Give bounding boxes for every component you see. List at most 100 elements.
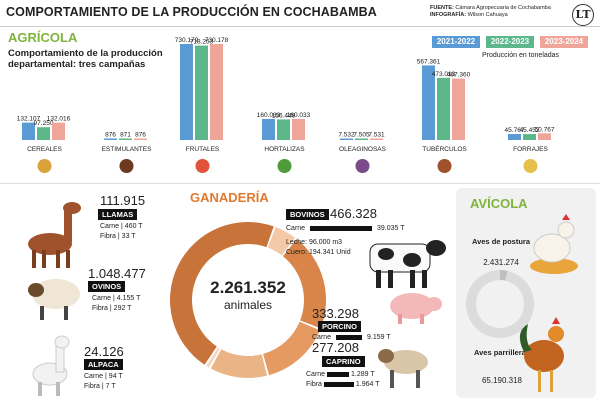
porcino-value: 333.298	[312, 306, 359, 321]
bar-estimulantes-2022-2023	[119, 138, 132, 140]
bar-estimulantes-2021-2022	[104, 138, 117, 140]
bar-label-oleaginosas-2022-2023: 7.505	[353, 132, 370, 139]
bar-label-frutales-2023-2024: 730.178	[205, 37, 229, 44]
source-credit: FUENTE: Cámara Agropecuaria de Cochabamb…	[430, 5, 560, 19]
bovinos-v1: 39.035 T	[376, 225, 405, 232]
porcino-l1: Carne	[312, 334, 332, 341]
bar-oleaginosas-2021-2022	[340, 138, 353, 140]
porcino-v1: 9.159 T	[366, 334, 391, 341]
hen-icon	[530, 214, 578, 274]
bar-forrajes-2021-2022	[508, 133, 521, 140]
pig-icon	[390, 293, 442, 324]
slice-porcino	[263, 321, 320, 376]
category-label-hortalizas: HORTALIZAS	[264, 146, 305, 153]
bar-label-frutales-2022-2023: 718.253	[190, 39, 214, 46]
parrilleras-value: 65.190.318	[481, 376, 523, 385]
category-label-oleaginosas: OLEAGINOSAS	[339, 146, 387, 153]
bovinos-v3: 194.341 Unid	[308, 249, 351, 256]
ovinos-l2: Fibra	[92, 305, 108, 312]
bar-frutales-2022-2023	[195, 45, 208, 141]
bar-label-oleaginosas-2021-2022: 7.532	[338, 132, 355, 139]
source-value: Cámara Agropecuaria de Cochabamba	[455, 5, 551, 11]
alpaca-v1: 94 T	[108, 373, 123, 380]
llamas-details: Carne | 460 T Fibra | 33 T	[100, 223, 143, 240]
produce-icon-cereales	[37, 159, 52, 173]
produce-icon-hortalizas	[277, 159, 292, 173]
bar-estimulantes-2023-2024	[134, 138, 147, 140]
bovinos-l1: Carne	[286, 225, 306, 232]
postura-value: 2.431.274	[483, 258, 519, 267]
bovinos-l2: Leche:	[286, 239, 308, 246]
bar-label-tubérculos-2023-2024: 467.360	[447, 72, 471, 79]
slice-alpaca	[206, 347, 221, 368]
bar-label-frutales-2021-2022: 730.179	[175, 37, 199, 44]
produce-icon-oleaginosas	[355, 159, 370, 173]
legend-2021-2022: 2021-2022	[432, 36, 480, 48]
agricola-heading: AGRÍCOLA	[8, 30, 78, 45]
bar-label-estimulantes-2021-2022: 876	[105, 132, 116, 139]
avicola-donut-chart	[466, 270, 534, 338]
alpaca-details: Carne | 94 T Fibra | 7 T	[84, 373, 123, 390]
slice-aves-de-postura	[500, 270, 508, 281]
produce-icon-frutales	[195, 159, 210, 173]
bar-label-estimulantes-2023-2024: 876	[135, 132, 146, 139]
ganaderia-total-label: animales	[223, 298, 273, 312]
bar-frutales-2021-2022	[180, 44, 193, 140]
bar-hortalizas-2023-2024	[292, 118, 305, 140]
header-divider	[0, 26, 600, 27]
bar-label-tubérculos-2022-2023: 473.013	[432, 71, 456, 78]
llama-icon	[28, 202, 81, 268]
porcino-carne: Carne 9.159 T	[312, 323, 452, 343]
legend-2022-2023: 2022-2023	[486, 36, 534, 48]
alpaca-v2: 7 T	[105, 383, 116, 390]
unit-note: Producción en toneladas	[482, 52, 560, 59]
slice-aves-parrilleras	[466, 270, 534, 338]
bovinos-tag: BOVINOS	[286, 209, 329, 220]
llamas-value: 111.915	[100, 193, 146, 208]
bovinos-l3: Cuero:	[286, 249, 308, 256]
postura-label: Aves de postura	[471, 237, 531, 246]
rooster-icon	[519, 317, 564, 392]
bar-oleaginosas-2023-2024	[370, 138, 383, 140]
cow-icon	[369, 240, 446, 288]
ovinos-v1: 4.155 T	[116, 295, 141, 302]
category-label-tubérculos: TUBÉRCULOS	[422, 144, 467, 153]
bar-oleaginosas-2022-2023	[355, 138, 368, 140]
caprino-v1: 1.289 T	[350, 371, 375, 378]
porcino-carne-bar	[336, 334, 363, 340]
ovinos-details: Carne | 4.155 T Fibra | 292 T	[92, 295, 141, 312]
slice-llamas	[267, 227, 296, 256]
llamas-v2: 33 T	[121, 233, 136, 240]
bar-forrajes-2022-2023	[523, 134, 536, 140]
section-divider	[0, 183, 600, 184]
category-label-estimulantes: ESTIMULANTES	[102, 146, 153, 153]
llamas-l1: Carne	[100, 223, 120, 230]
ganaderia-heading: GANADERÍA	[190, 190, 269, 205]
parrilleras-label: Aves parrilleras	[473, 348, 530, 357]
bar-tubérculos-2023-2024	[452, 78, 465, 140]
bar-label-cereales-2023-2024: 132.016	[47, 116, 71, 123]
bar-cereales-2023-2024	[52, 122, 65, 140]
slice-caprino	[210, 349, 268, 378]
bar-label-forrajes-2023-2024: 50.767	[535, 126, 555, 133]
ovinos-v2: 292 T	[113, 305, 132, 312]
bar-cereales-2022-2023	[37, 127, 50, 140]
caprino-l1: Carne	[306, 371, 326, 378]
bar-label-hortalizas-2022-2023: 156.448	[272, 112, 296, 119]
infografia-label: INFOGRAFÍA:	[430, 12, 467, 18]
ovinos-value: 1.048.477	[88, 266, 146, 281]
category-label-cereales: CEREALES	[27, 146, 62, 153]
bar-label-tubérculos-2021-2022: 567.361	[417, 58, 441, 65]
ovinos-l1: Carne	[92, 295, 112, 302]
newspaper-logo: LT	[572, 4, 594, 26]
category-label-forrajes: FORRAJES	[513, 146, 548, 153]
porcino-tag: PORCINO	[318, 321, 362, 332]
agricola-subtitle: Comportamiento de la producción departam…	[8, 48, 163, 70]
bar-label-oleaginosas-2023-2024: 7.531	[368, 132, 385, 139]
ganaderia-donut-chart	[169, 221, 326, 378]
slice-bovinos	[282, 239, 326, 329]
caprino-details: Carne 1.289 T Fibra 1.964 T	[306, 370, 386, 390]
caprino-l2: Fibra	[306, 381, 322, 388]
sheep-icon	[28, 279, 80, 320]
